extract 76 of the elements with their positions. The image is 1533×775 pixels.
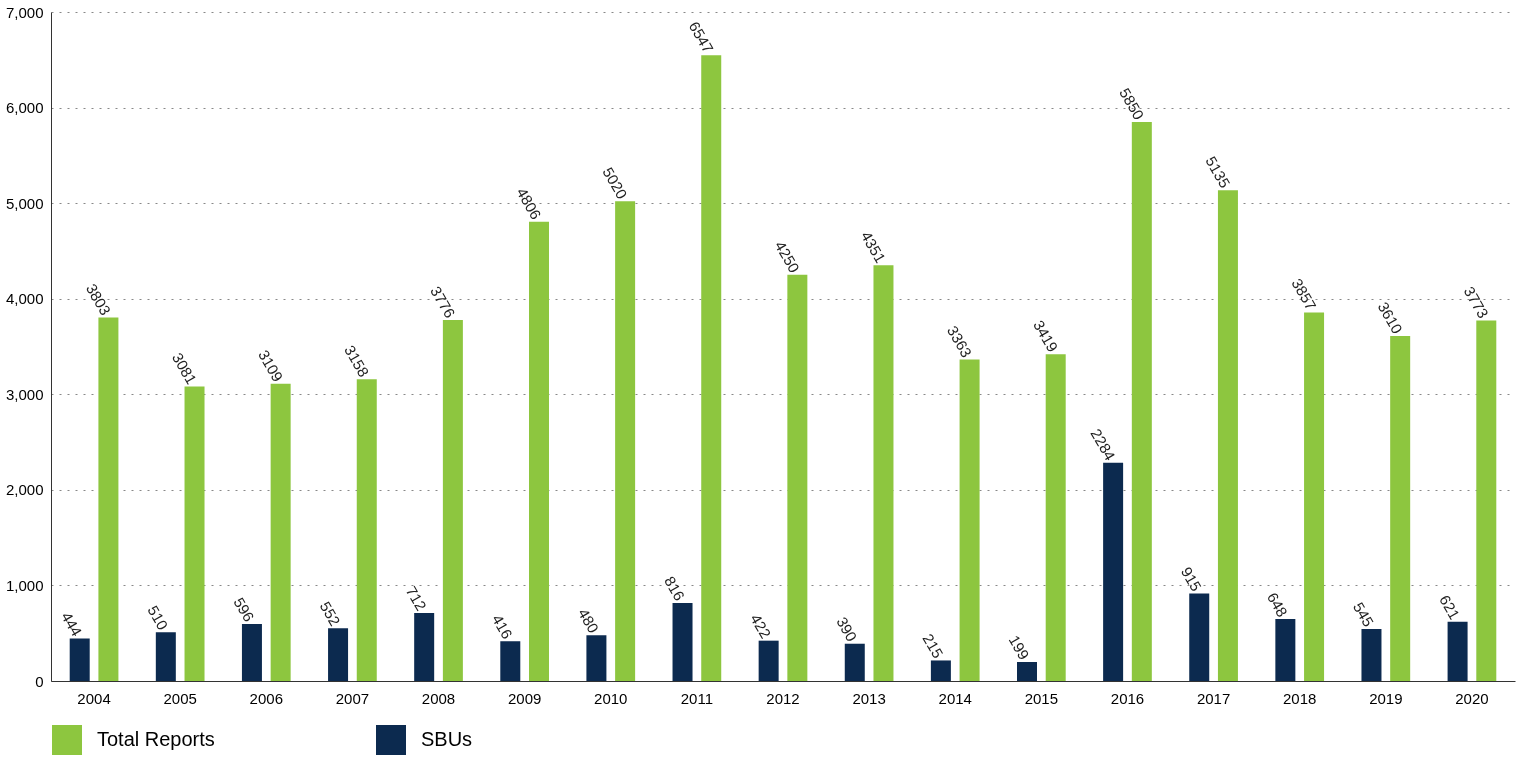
bar <box>328 628 349 681</box>
bar <box>1131 121 1152 681</box>
bar <box>1390 335 1411 681</box>
x-tick-label: 2005 <box>163 689 197 707</box>
bar <box>414 612 435 681</box>
y-tick-label: 3,000 <box>5 385 44 403</box>
legend-label: SBUs <box>421 728 473 750</box>
data-label: 199 <box>1005 632 1033 663</box>
data-label: 215 <box>919 630 947 661</box>
data-label: 648 <box>1263 589 1292 620</box>
bar <box>701 55 722 681</box>
data-label: 816 <box>661 573 689 604</box>
legend-label: Total Reports <box>97 728 215 750</box>
y-tick-label: 2,000 <box>5 481 44 499</box>
bar <box>1447 621 1468 681</box>
bar <box>844 643 865 681</box>
data-label: 422 <box>747 611 775 642</box>
data-label: 510 <box>144 602 172 633</box>
y-tick-label: 6,000 <box>5 99 44 117</box>
bar <box>270 383 291 681</box>
bar <box>959 359 980 681</box>
bar <box>615 201 636 681</box>
x-tick-label: 2014 <box>938 689 972 707</box>
data-label: 545 <box>1350 599 1378 630</box>
bar <box>1103 462 1124 681</box>
y-tick-label: 1,000 <box>5 576 44 594</box>
bar <box>1304 312 1325 681</box>
x-tick-label: 2019 <box>1369 689 1403 707</box>
bar <box>930 660 951 681</box>
data-label: 444 <box>58 608 86 640</box>
x-tick-label: 2015 <box>1024 689 1059 707</box>
bar <box>184 386 205 681</box>
x-tick-label: 2012 <box>766 689 800 707</box>
bar <box>672 603 693 681</box>
data-label: 596 <box>230 594 258 625</box>
data-label: 390 <box>833 614 861 645</box>
bar <box>529 221 549 681</box>
data-label: 621 <box>1436 592 1464 623</box>
bar <box>98 317 119 681</box>
bar <box>69 638 90 681</box>
y-tick-label: 4,000 <box>5 290 44 308</box>
x-tick-label: 2018 <box>1283 689 1317 707</box>
bar <box>1275 619 1296 681</box>
x-tick-label: 2016 <box>1110 689 1145 707</box>
data-label: 416 <box>488 611 517 642</box>
bar <box>241 624 262 681</box>
data-label: 915 <box>1177 563 1206 595</box>
x-tick-label: 2017 <box>1196 689 1231 707</box>
bar <box>873 265 894 681</box>
x-tick-label: 2006 <box>249 689 283 707</box>
x-tick-label: 2009 <box>507 689 542 707</box>
bar <box>500 641 521 681</box>
bar <box>1045 354 1066 681</box>
bar <box>1017 661 1037 681</box>
bar <box>1217 190 1238 681</box>
bar <box>356 379 377 681</box>
bar <box>442 320 463 681</box>
x-tick-label: 2010 <box>594 689 628 707</box>
y-tick-label: 7,000 <box>5 3 44 21</box>
x-tick-label: 2011 <box>680 689 714 707</box>
y-tick-label: 5,000 <box>5 194 44 212</box>
x-tick-label: 2004 <box>77 689 111 707</box>
x-tick-label: 2007 <box>335 689 370 707</box>
x-tick-label: 2008 <box>421 689 456 707</box>
bar <box>758 640 779 681</box>
bar <box>586 635 607 681</box>
bar <box>787 274 808 681</box>
bar <box>1476 320 1497 681</box>
bar <box>1189 593 1210 681</box>
x-tick-label: 2020 <box>1455 689 1489 707</box>
data-label: 480 <box>574 605 603 636</box>
bar <box>1361 628 1382 681</box>
bar <box>155 632 176 681</box>
y-tick-label: 0 <box>35 672 44 690</box>
x-tick-label: 2013 <box>852 689 886 707</box>
data-label: 712 <box>402 583 430 614</box>
